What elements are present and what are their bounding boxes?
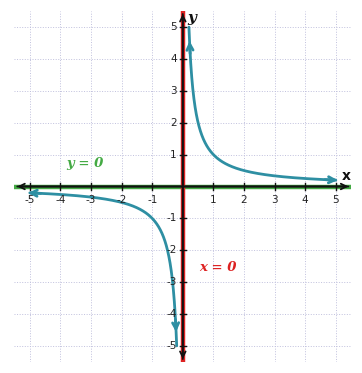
Text: 3: 3	[271, 195, 278, 206]
Text: -3: -3	[166, 277, 177, 287]
Text: -3: -3	[86, 195, 96, 206]
Text: 3: 3	[170, 86, 177, 96]
Text: -5: -5	[166, 341, 177, 351]
Text: y = 0: y = 0	[66, 157, 104, 170]
Text: 4: 4	[302, 195, 308, 206]
Text: 1: 1	[170, 150, 177, 160]
Text: -2: -2	[117, 195, 127, 206]
Text: 1: 1	[210, 195, 217, 206]
Text: x: x	[342, 169, 351, 183]
Text: 5: 5	[170, 22, 177, 32]
Text: -5: -5	[25, 195, 35, 206]
Text: -1: -1	[166, 213, 177, 223]
Text: -1: -1	[147, 195, 157, 206]
Text: 2: 2	[170, 118, 177, 128]
Text: -4: -4	[166, 309, 177, 319]
Text: 2: 2	[241, 195, 247, 206]
Text: -2: -2	[166, 245, 177, 255]
Text: 5: 5	[333, 195, 339, 206]
Text: x = 0: x = 0	[199, 261, 237, 274]
Text: 4: 4	[170, 54, 177, 64]
Text: y: y	[187, 10, 196, 25]
Text: -4: -4	[55, 195, 66, 206]
